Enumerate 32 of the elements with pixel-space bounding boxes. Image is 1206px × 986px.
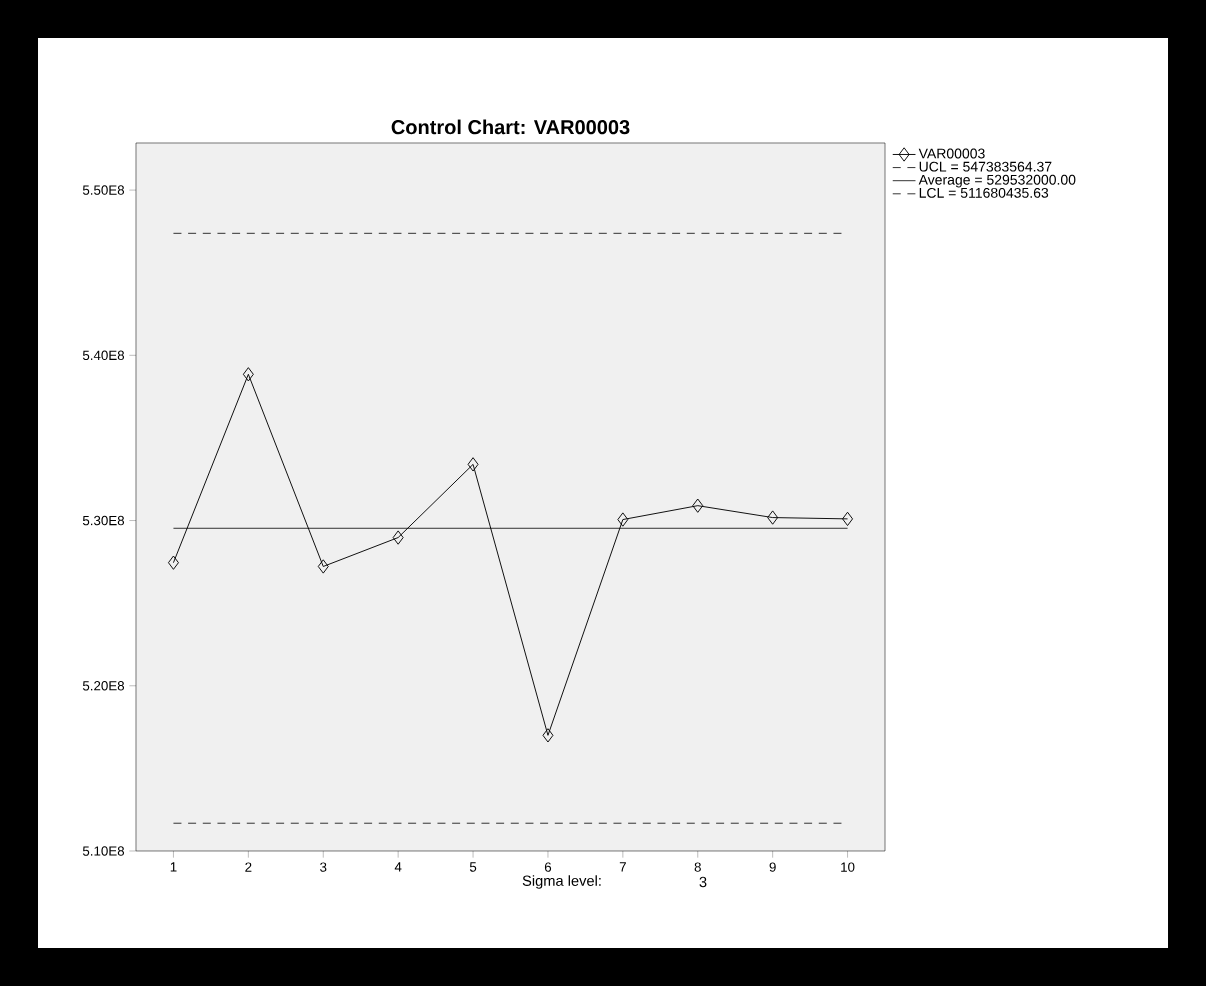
x-tick-label: 2 [245, 862, 252, 872]
x-tick-label: 9 [769, 862, 776, 872]
point [767, 510, 779, 525]
y-tick-label: 5.10E8 [82, 846, 125, 856]
x-tick-label: 7 [619, 862, 626, 872]
y-tick-label: 5.40E8 [82, 350, 125, 361]
point [242, 367, 254, 382]
x-tick-label: 4 [394, 862, 402, 872]
point [467, 457, 479, 472]
y-tick-label: 5.20E8 [82, 681, 125, 691]
x-tick-label: 10 [841, 862, 855, 872]
x-tick-label: 6 [544, 862, 552, 872]
point [692, 498, 704, 513]
point [842, 511, 854, 527]
point [317, 559, 329, 574]
text: 3 [699, 876, 707, 888]
x-tick-label: 8 [694, 862, 701, 872]
y-tick-label: 5.50E8 [82, 185, 125, 195]
legend-label: LCL = 511680435.63 [919, 187, 1049, 198]
point [167, 555, 179, 570]
legend-label: UCL = 547383564.37 [919, 161, 1052, 172]
x-tick-label: 3 [320, 862, 327, 872]
legend-label: Average = 529532000.00 [918, 174, 1076, 188]
y-tick-label: 5.30E8 [82, 515, 125, 526]
point [542, 728, 554, 743]
point [617, 512, 629, 527]
legend-label: VAR00003 [918, 148, 985, 159]
point [392, 530, 404, 545]
x-tick-label: 5 [469, 862, 477, 872]
text: Sigma level: [522, 875, 601, 889]
x-tick-label: 1 [170, 862, 177, 872]
chart-title: Control Chart: VAR00003 [391, 119, 630, 135]
